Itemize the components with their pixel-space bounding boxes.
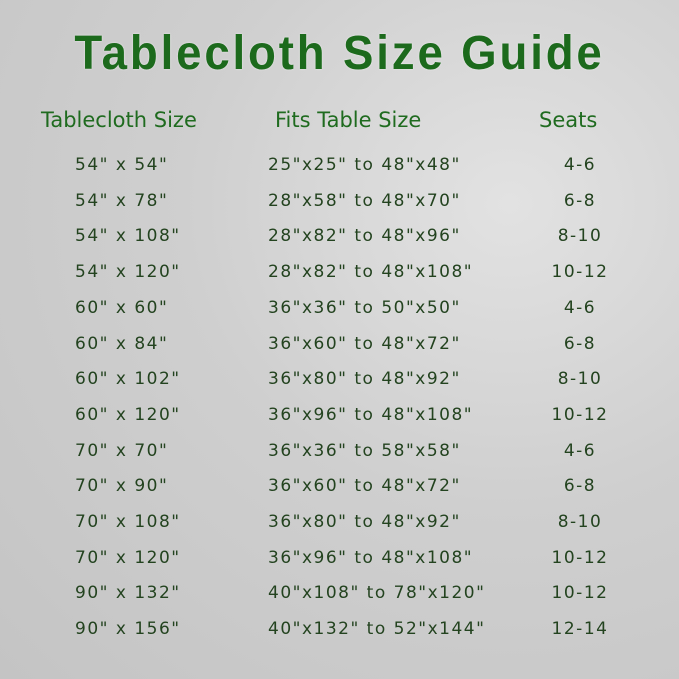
tablecloth-size-cell: 60" x 84"	[75, 333, 169, 354]
table-row: 54" x 120" 28"x82" to 48"x108" 10-12	[0, 262, 679, 292]
seats-cell: 10-12	[551, 404, 609, 425]
table-row: 70" x 108" 36"x80" to 48"x92" 8-10	[0, 512, 679, 542]
fits-table-size-cell: 28"x82" to 48"x108"	[268, 262, 474, 283]
page-title: Tablecloth Size Guide	[74, 27, 605, 80]
seats-cell: 6-8	[563, 476, 597, 497]
tablecloth-size-cell: 70" x 90"	[75, 476, 169, 497]
table-row: 90" x 132" 40"x108" to 78"x120" 10-12	[0, 583, 679, 613]
seats-cell: 4-6	[563, 440, 597, 461]
seats-cell: 8-10	[557, 512, 603, 532]
table-row: 70" x 120" 36"x96" to 48"x108" 10-12	[0, 548, 679, 578]
seats-cell: 10-12	[551, 583, 609, 604]
seats-cell: 6-8	[563, 190, 597, 211]
table-row: 90" x 156" 40"x132" to 52"x144" 12-14	[0, 619, 679, 649]
fits-table-size-cell: 36"x80" to 48"x92"	[268, 369, 461, 390]
tablecloth-size-cell: 90" x 132"	[75, 583, 181, 604]
tablecloth-size-cell: 54" x 78"	[75, 190, 169, 211]
table-row: 70" x 90" 36"x60" to 48"x72" 6-8	[0, 476, 679, 506]
fits-table-size-cell: 36"x80" to 48"x92"	[268, 512, 461, 532]
seats-cell: 10-12	[551, 262, 609, 283]
fits-table-size-cell: 28"x82" to 48"x96"	[268, 226, 461, 247]
table-row: 54" x 108" 28"x82" to 48"x96" 8-10	[0, 226, 679, 256]
seats-cell: 6-8	[563, 333, 597, 354]
seats-cell: 12-14	[551, 619, 609, 640]
table-row: 60" x 102" 36"x80" to 48"x92" 8-10	[0, 369, 679, 399]
header-fits-table-size: Fits Table Size	[275, 108, 422, 132]
tablecloth-size-cell: 70" x 108"	[75, 512, 181, 532]
fits-table-size-cell: 36"x60" to 48"x72"	[268, 333, 461, 354]
table-row: 70" x 70" 36"x36" to 58"x58" 4-6	[0, 441, 679, 471]
fits-table-size-cell: 25"x25" to 48"x48"	[268, 155, 461, 175]
tablecloth-size-cell: 54" x 54"	[75, 155, 169, 175]
seats-cell: 10-12	[551, 547, 609, 568]
tablecloth-size-cell: 90" x 156"	[75, 619, 181, 640]
table-row: 54" x 54" 25"x25" to 48"x48" 4-6	[0, 155, 679, 185]
tablecloth-size-cell: 54" x 108"	[75, 226, 181, 247]
fits-table-size-cell: 36"x96" to 48"x108"	[268, 547, 474, 568]
fits-table-size-cell: 36"x96" to 48"x108"	[268, 404, 474, 425]
tablecloth-size-cell: 60" x 60"	[75, 297, 169, 318]
seats-cell: 4-6	[563, 155, 597, 175]
fits-table-size-cell: 36"x60" to 48"x72"	[268, 476, 461, 497]
table-row: 60" x 84" 36"x60" to 48"x72" 6-8	[0, 334, 679, 364]
tablecloth-size-cell: 54" x 120"	[75, 262, 181, 283]
table-row: 60" x 120" 36"x96" to 48"x108" 10-12	[0, 405, 679, 435]
table-row: 54" x 78" 28"x58" to 48"x70" 6-8	[0, 191, 679, 221]
header-seats: Seats	[539, 108, 598, 132]
fits-table-size-cell: 36"x36" to 50"x50"	[268, 297, 461, 318]
tablecloth-size-cell: 60" x 102"	[75, 369, 181, 390]
header-tablecloth-size: Tablecloth Size	[41, 108, 197, 132]
seats-cell: 8-10	[557, 226, 603, 247]
seats-cell: 4-6	[563, 297, 597, 318]
tablecloth-size-cell: 60" x 120"	[75, 404, 181, 425]
tablecloth-size-cell: 70" x 120"	[75, 547, 181, 568]
fits-table-size-cell: 40"x108" to 78"x120"	[268, 583, 486, 604]
table-row: 60" x 60" 36"x36" to 50"x50" 4-6	[0, 298, 679, 328]
tablecloth-size-cell: 70" x 70"	[75, 440, 169, 461]
fits-table-size-cell: 36"x36" to 58"x58"	[268, 440, 461, 461]
fits-table-size-cell: 28"x58" to 48"x70"	[268, 190, 461, 211]
seats-cell: 8-10	[557, 369, 603, 390]
fits-table-size-cell: 40"x132" to 52"x144"	[268, 619, 486, 640]
